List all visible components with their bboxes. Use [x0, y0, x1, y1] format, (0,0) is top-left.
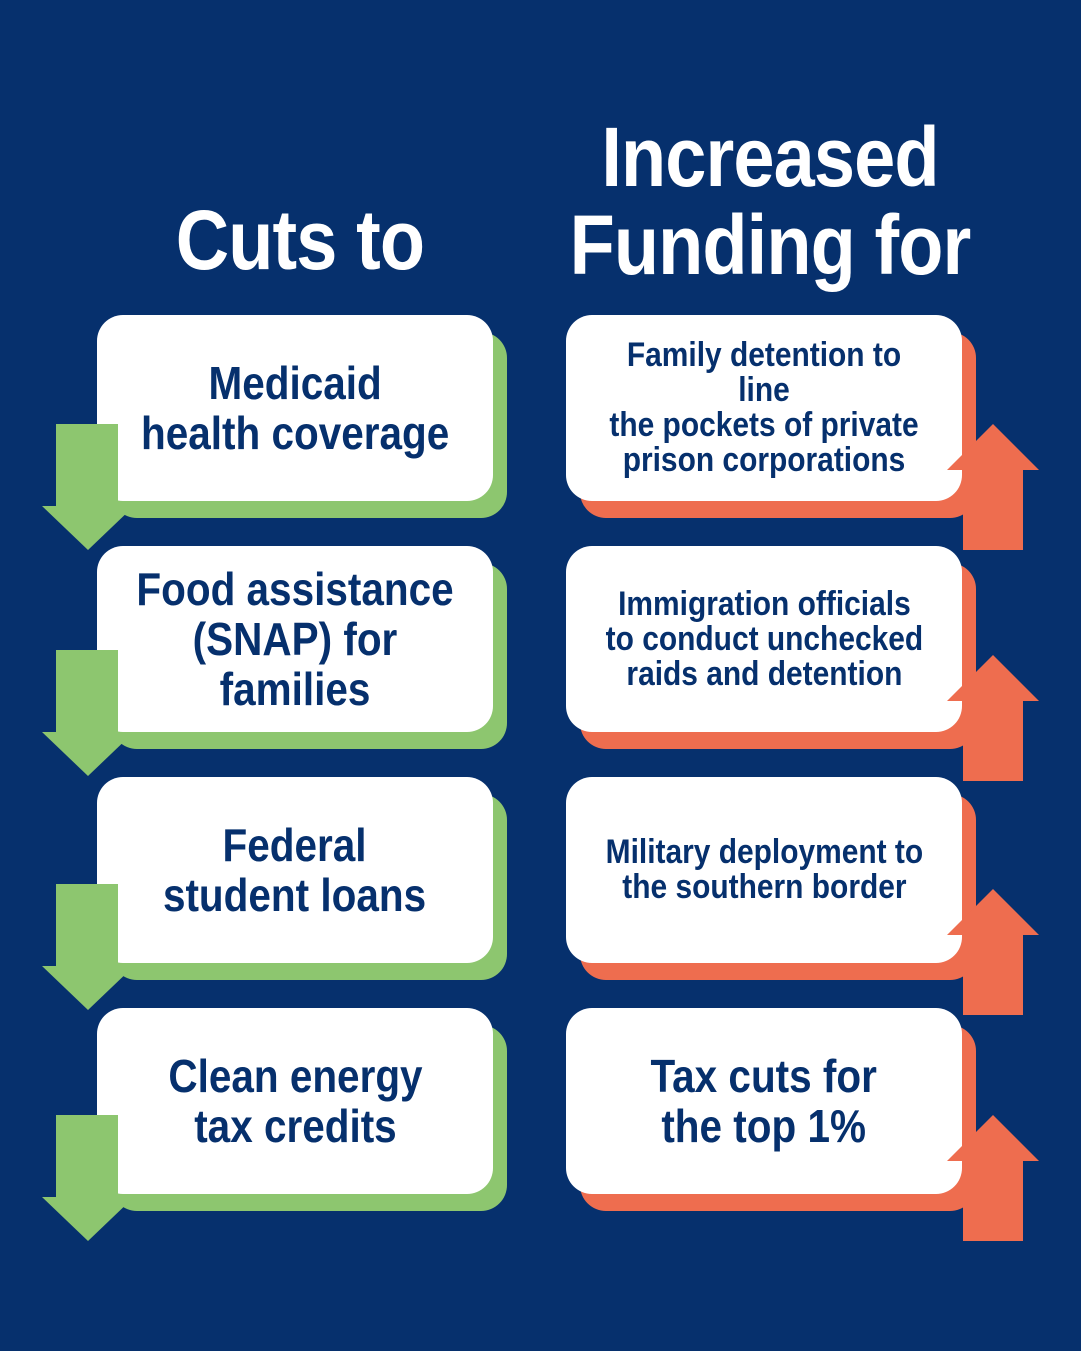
cuts-heading: Cuts to — [175, 193, 425, 287]
arrow-up-icon — [947, 889, 1039, 1015]
arrow-up-icon — [947, 1115, 1039, 1241]
card: Military deployment to the southern bord… — [566, 777, 962, 963]
increase-item-military: Military deployment to the southern bord… — [566, 777, 976, 980]
cut-item-label: Medicaid health coverage — [140, 357, 450, 459]
increase-item-label: Tax cuts for the top 1% — [650, 1050, 878, 1152]
card: Family detention to line the pockets of … — [566, 315, 962, 501]
card: Food assistance (SNAP) for families — [97, 546, 493, 732]
cut-item-snap: Food assistance (SNAP) for families — [97, 546, 507, 749]
cut-item-medicaid: Medicaid health coverage — [97, 315, 507, 518]
arrow-down-icon — [42, 650, 134, 776]
increased-funding-heading-line2: Funding for — [569, 198, 972, 292]
cut-item-label: Food assistance (SNAP) for families — [136, 563, 454, 715]
increase-item-label: Military deployment to the southern bord… — [605, 833, 923, 906]
card: Tax cuts for the top 1% — [566, 1008, 962, 1194]
arrow-down-icon — [42, 424, 134, 550]
increased-funding-heading: Increased Funding for — [568, 113, 973, 289]
arrow-down-icon — [42, 884, 134, 1010]
card: Medicaid health coverage — [97, 315, 493, 501]
increase-item-tax-cuts: Tax cuts for the top 1% — [566, 1008, 976, 1211]
increased-funding-heading-line1: Increased — [601, 110, 939, 204]
cut-item-clean-energy: Clean energy tax credits — [97, 1008, 507, 1211]
increase-item-label: Family detention to line the pockets of … — [609, 336, 919, 479]
increase-item-immigration: Immigration officials to conduct uncheck… — [566, 546, 976, 749]
card: Immigration officials to conduct uncheck… — [566, 546, 962, 732]
arrow-up-icon — [947, 424, 1039, 550]
increase-item-family-detention: Family detention to line the pockets of … — [566, 315, 976, 518]
arrow-down-icon — [42, 1115, 134, 1241]
card: Federal student loans — [97, 777, 493, 963]
increase-item-label: Immigration officials to conduct uncheck… — [605, 584, 923, 693]
arrow-up-icon — [947, 655, 1039, 781]
card: Clean energy tax credits — [97, 1008, 493, 1194]
cut-item-student-loans: Federal student loans — [97, 777, 507, 980]
cut-item-label: Clean energy tax credits — [167, 1050, 423, 1152]
cut-item-label: Federal student loans — [163, 819, 427, 921]
